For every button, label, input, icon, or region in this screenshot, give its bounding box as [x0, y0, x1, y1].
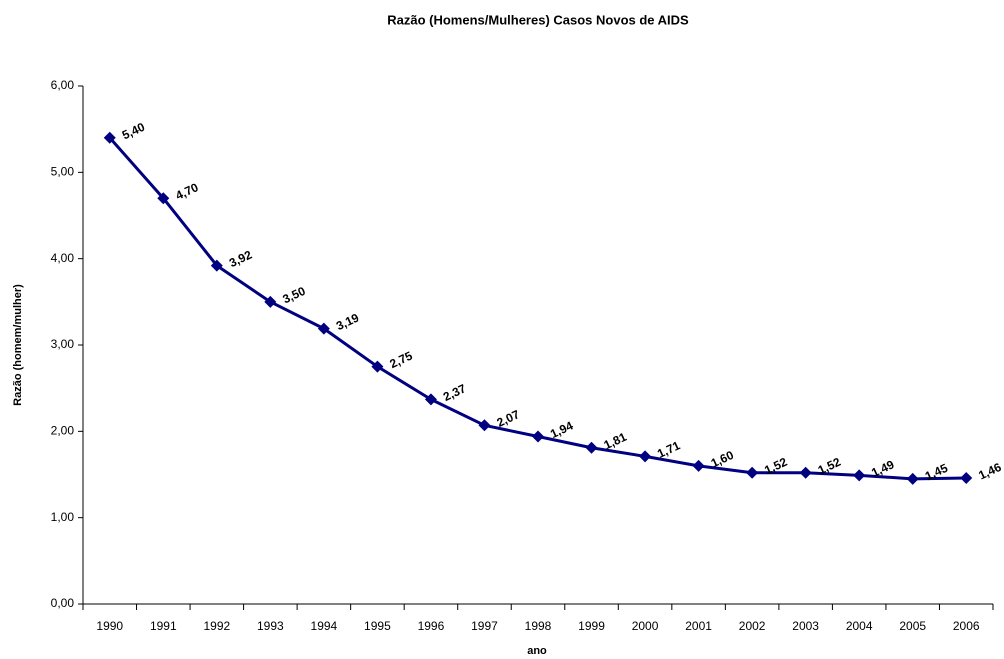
- data-label: 1,60: [709, 448, 736, 471]
- y-tick-label: 4,00: [51, 251, 75, 265]
- y-tick-label: 5,00: [51, 165, 75, 179]
- marker: [960, 471, 973, 484]
- marker: [210, 259, 223, 272]
- x-tick-label: 2004: [846, 619, 873, 633]
- data-label: 2,07: [495, 407, 522, 430]
- marker: [692, 459, 705, 472]
- x-tick-label: 1992: [203, 619, 230, 633]
- marker: [639, 450, 652, 463]
- x-tick-label: 2003: [792, 619, 819, 633]
- x-tick-label: 1993: [257, 619, 284, 633]
- data-label: 4,70: [173, 180, 200, 203]
- marker: [103, 131, 116, 144]
- data-label: 1,45: [923, 461, 950, 484]
- marker: [478, 419, 491, 432]
- x-tick-label: 2001: [685, 619, 712, 633]
- y-tick-label: 6,00: [51, 78, 75, 92]
- x-tick-label: 1996: [418, 619, 445, 633]
- marker: [157, 192, 170, 205]
- marker: [424, 393, 437, 406]
- y-tick-label: 2,00: [51, 424, 75, 438]
- data-label: 1,94: [548, 418, 575, 441]
- marker: [532, 430, 544, 443]
- data-label: 1,81: [602, 430, 629, 453]
- x-tick-label: 1997: [471, 619, 498, 633]
- data-label: 2,75: [388, 348, 415, 371]
- x-axis-title: ano: [527, 645, 547, 657]
- x-tick-label: 1994: [311, 619, 338, 633]
- x-tick-label: 1990: [96, 619, 123, 633]
- x-tick-label: 2005: [899, 619, 926, 633]
- y-tick-label: 1,00: [51, 510, 75, 524]
- x-tick-label: 1999: [578, 619, 605, 633]
- data-label: 1,71: [655, 438, 682, 461]
- data-label: 3,92: [227, 247, 254, 270]
- x-tick-label: 2002: [739, 619, 766, 633]
- marker: [264, 295, 277, 308]
- marker: [317, 322, 330, 335]
- data-label: 3,50: [280, 284, 307, 307]
- x-tick-label: 1995: [364, 619, 391, 633]
- marker: [585, 441, 598, 454]
- x-tick-label: 2000: [632, 619, 659, 633]
- marker: [746, 466, 759, 479]
- data-line: [108, 136, 967, 481]
- y-tick-label: 3,00: [51, 337, 75, 351]
- data-label: 2,37: [441, 381, 468, 404]
- data-label: 5,40: [120, 120, 147, 143]
- data-label: 3,19: [334, 310, 361, 333]
- x-tick-label: 1998: [525, 619, 552, 633]
- x-tick-label: 1991: [150, 619, 177, 633]
- y-axis-title: Razão (homem/mulher): [12, 284, 24, 406]
- marker: [906, 472, 919, 485]
- x-tick-label: 2006: [953, 619, 980, 633]
- marker: [371, 360, 384, 373]
- chart-title: Razão (Homens/Mulheres) Casos Novos de A…: [387, 12, 689, 27]
- y-tick-label: 0,00: [51, 596, 75, 610]
- marker: [853, 469, 866, 482]
- marker: [799, 466, 812, 479]
- data-label: 1,46: [976, 460, 1003, 483]
